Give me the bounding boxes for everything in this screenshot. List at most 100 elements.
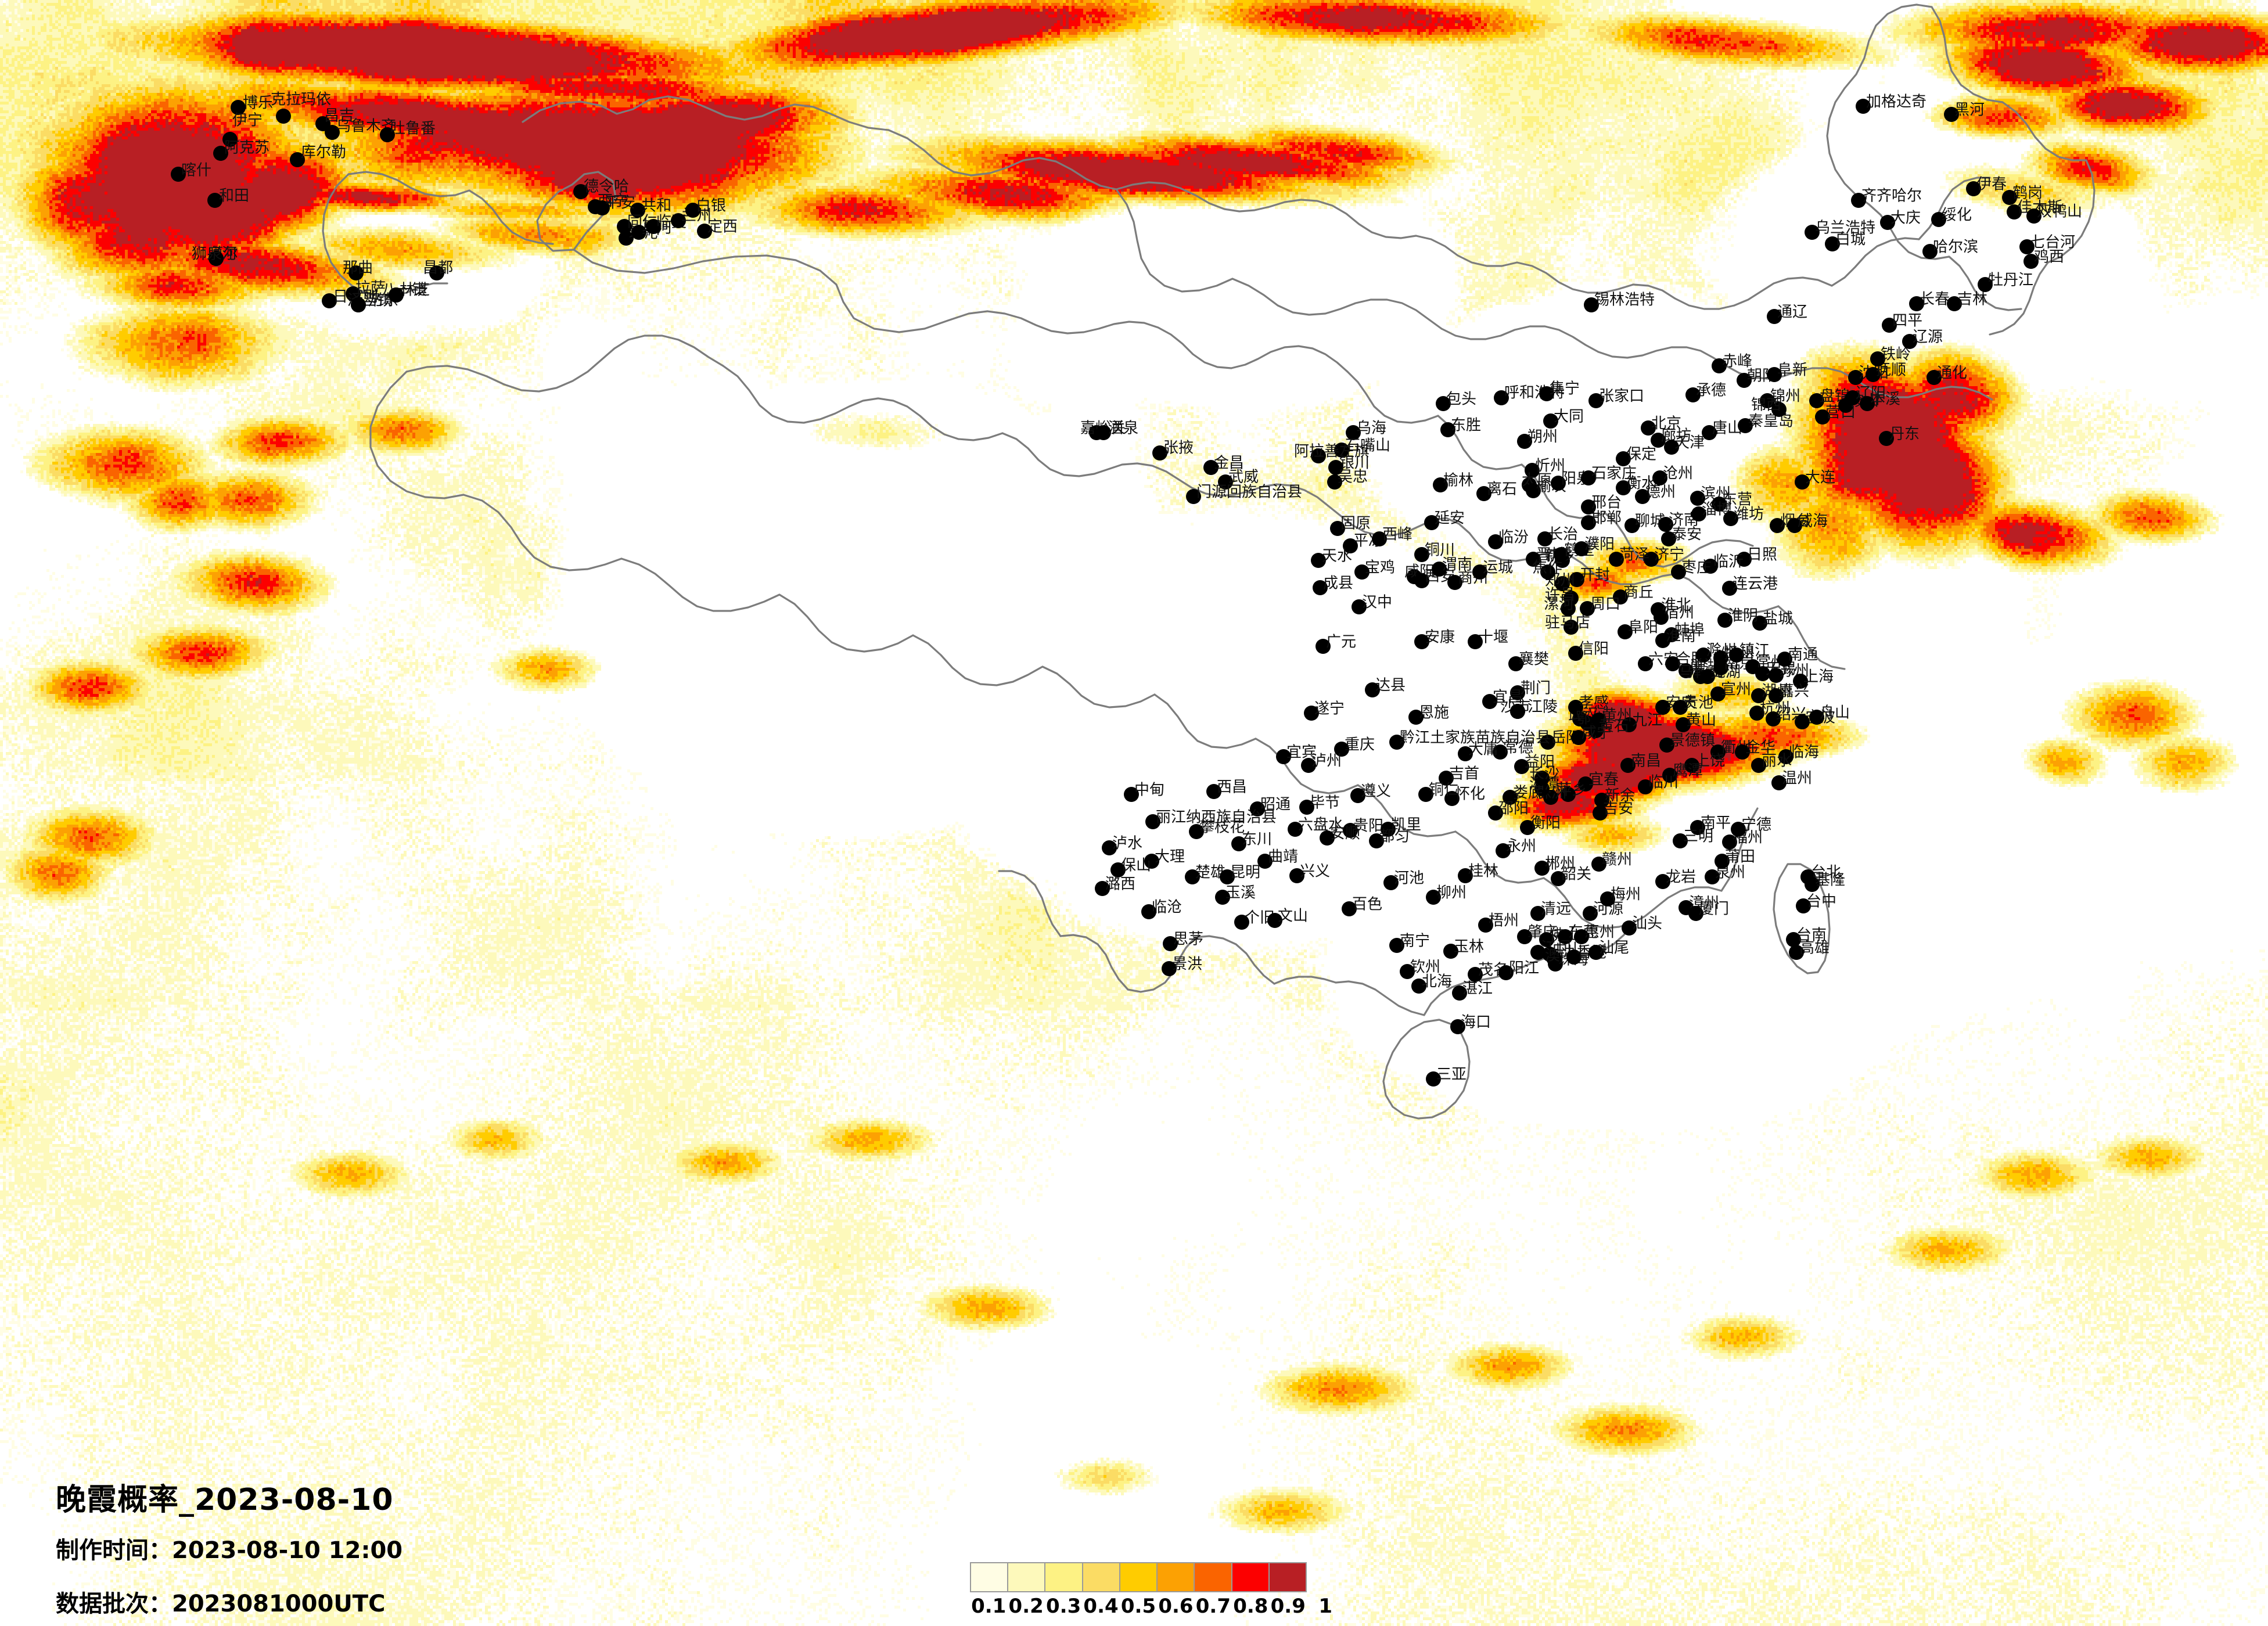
city-label: 梅州: [1611, 886, 1641, 904]
city-dot-icon: [1418, 787, 1433, 802]
city-marker: 开封: [1569, 567, 1610, 587]
city-dot-icon: [1652, 470, 1667, 485]
city-label: 邯郸: [1591, 510, 1622, 527]
city-dot-icon: [1866, 367, 1881, 382]
city-label: 上海: [1803, 668, 1834, 686]
city-dot-icon: [1530, 945, 1545, 960]
city-dot-icon: [351, 297, 366, 312]
city-label: 阜阳: [1628, 619, 1658, 636]
city-dot-icon: [1568, 700, 1583, 715]
city-dot-icon: [1870, 351, 1885, 366]
city-dot-icon: [1712, 497, 1727, 512]
city-marker: 梧州: [1478, 912, 1519, 933]
caption-block: 晚霞概率_2023-08-10 制作时间：2023-08-10 12:00 数据…: [56, 1475, 402, 1618]
city-dot-icon: [1591, 857, 1606, 872]
city-dot-icon: [1684, 758, 1699, 773]
city-marker: 日照: [1737, 546, 1777, 567]
colorbar-tick: 1: [1318, 1595, 1333, 1618]
boundary-path: [1675, 573, 1780, 614]
city-label: 大理: [1155, 848, 1185, 866]
city-label: 喀什: [181, 162, 211, 179]
city-dot-icon: [1966, 181, 1981, 196]
city-label: 兴义: [1300, 863, 1330, 880]
boundary-path: [1231, 278, 1443, 330]
city-label: 十堰: [1478, 629, 1508, 646]
city-label: 石家庄: [1591, 465, 1637, 483]
city-label: 龙岩: [1666, 869, 1696, 886]
city-label: 南通: [1788, 646, 1818, 664]
city-marker: 广元: [1315, 634, 1356, 654]
city-dot-icon: [1737, 373, 1752, 388]
city-marker: 库尔勒: [290, 144, 346, 167]
city-label: 荆门: [1521, 680, 1551, 697]
city-marker: 金昌: [1203, 455, 1244, 475]
city-label: 贵阳: [1353, 818, 1383, 835]
city-label: 黔江土家族苗族自治县: [1400, 729, 1551, 747]
city-label: 铜川: [1425, 542, 1455, 559]
city-label: 淮南: [1666, 628, 1696, 645]
city-dot-icon: [1737, 552, 1752, 567]
city-dot-icon: [1414, 547, 1429, 562]
city-marker: 遂宁: [1304, 700, 1345, 721]
city-label: 怀化: [1455, 786, 1485, 803]
city-dot-icon: [1503, 790, 1518, 805]
colorbar-swatch-0.4: [1083, 1563, 1120, 1591]
colorbar-legend: 0.1 0.2 0.3 0.4 0.5 0.6 0.7 0.8 0.9 1: [970, 1562, 1332, 1618]
city-dot-icon: [1526, 552, 1541, 567]
city-marker: 厦门: [1688, 901, 1729, 921]
boundary-path: [1440, 325, 1600, 353]
city-dot-icon: [209, 251, 224, 266]
city-dot-icon: [1738, 418, 1753, 433]
city-marker: 榆林: [1433, 472, 1473, 492]
city-label: 景德镇: [1670, 732, 1715, 750]
city-label: 赤峰: [1722, 353, 1752, 370]
city-marker: 毕节: [1299, 794, 1340, 815]
city-marker: 西昌: [1206, 779, 1247, 799]
city-label: 东胜: [1451, 417, 1481, 434]
city-label: 库尔勒: [301, 144, 346, 161]
city-dot-icon: [1145, 814, 1160, 829]
city-dot-icon: [1488, 805, 1503, 821]
city-marker: 黄山: [1676, 712, 1716, 732]
city-dot-icon: [1655, 700, 1670, 715]
city-label: 宜春: [1588, 771, 1619, 789]
boundary-path: [778, 593, 914, 653]
city-dot-icon: [1534, 781, 1550, 796]
city-marker: 铜仁: [1418, 782, 1459, 802]
city-dot-icon: [1563, 620, 1579, 635]
city-label: 长春: [1920, 291, 1950, 308]
city-dot-icon: [1537, 531, 1552, 546]
city-label: 遵义: [1361, 783, 1391, 800]
city-label: 济宁: [1654, 546, 1684, 564]
city-marker: 丽水: [1751, 753, 1792, 773]
city-dot-icon: [1600, 891, 1615, 906]
city-dot-icon: [1372, 531, 1387, 546]
boundary-path: [1335, 980, 1425, 1016]
city-marker: 嘉兴: [1769, 683, 1809, 703]
city-marker: 长春: [1909, 291, 1950, 311]
city-label: 石嘴山: [1345, 437, 1390, 455]
boundary-path: [1273, 976, 1337, 985]
city-dot-icon: [348, 265, 364, 280]
city-marker: 九江: [1622, 712, 1662, 732]
city-marker: 乌鲁木齐: [325, 118, 396, 140]
city-dot-icon: [1389, 938, 1404, 953]
city-dot-icon: [1206, 784, 1221, 799]
city-marker: 三明: [1673, 828, 1713, 848]
city-label: 辽源: [1913, 329, 1943, 346]
city-dot-icon: [1304, 706, 1319, 721]
city-marker: 萍乡: [1557, 782, 1587, 802]
city-dot-icon: [1110, 862, 1126, 877]
city-dot-icon: [1588, 945, 1604, 960]
city-marker: 连云港: [1722, 575, 1778, 596]
city-dot-icon: [1220, 869, 1235, 884]
city-label: 运城: [1483, 559, 1513, 577]
city-dot-icon: [1488, 534, 1503, 549]
city-dot-icon: [1805, 877, 1820, 892]
city-dot-icon: [1580, 601, 1595, 616]
city-dot-icon: [1218, 474, 1233, 490]
city-label: 九江: [1632, 712, 1662, 729]
city-label: 潍坊: [1734, 506, 1764, 523]
city-marker: 吉林: [1947, 291, 1987, 311]
